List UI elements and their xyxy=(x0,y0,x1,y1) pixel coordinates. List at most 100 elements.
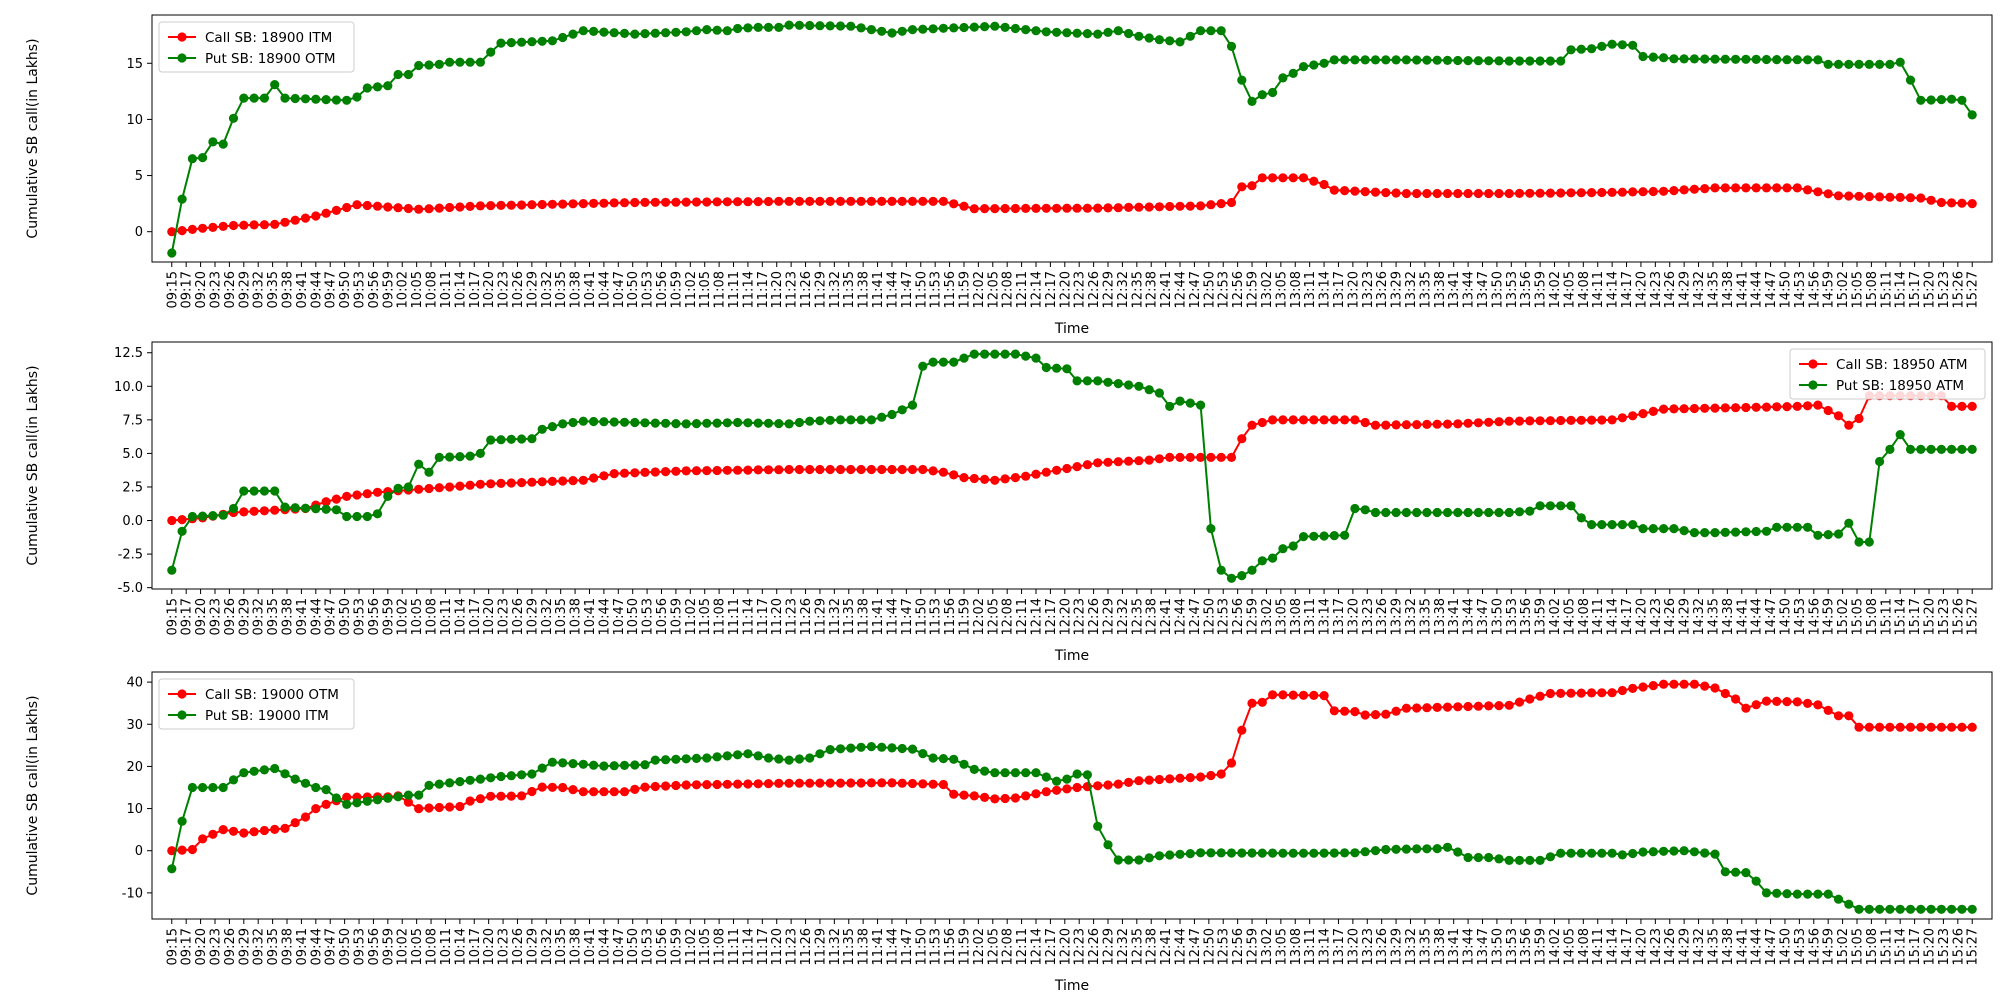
data-point xyxy=(1257,90,1267,100)
x-tick-label: 13:50 xyxy=(1490,598,1505,635)
x-tick-label: 11:44 xyxy=(885,271,900,308)
x-tick-label: 13:29 xyxy=(1390,271,1405,308)
x-tick-label: 11:08 xyxy=(713,271,728,308)
data-point xyxy=(1257,697,1267,707)
data-point xyxy=(763,465,774,475)
y-tick-label: 10 xyxy=(126,113,143,128)
data-point xyxy=(1556,188,1566,198)
data-point xyxy=(1761,526,1772,536)
x-tick-label: 13:32 xyxy=(1404,271,1419,308)
data-point xyxy=(321,504,331,514)
data-point xyxy=(321,785,331,795)
data-point xyxy=(1175,773,1185,783)
data-point xyxy=(362,511,372,522)
data-point xyxy=(1103,377,1113,387)
data-point xyxy=(1463,56,1473,66)
data-point xyxy=(321,799,331,810)
x-tick-label: 10:29 xyxy=(525,598,540,635)
data-point xyxy=(1617,850,1627,860)
x-tick-label: 12:41 xyxy=(1159,598,1174,635)
data-point xyxy=(239,486,249,496)
x-tick-label: 11:29 xyxy=(813,598,828,635)
x-tick-label: 15:08 xyxy=(1865,598,1880,635)
x-tick-label: 11:44 xyxy=(885,598,900,635)
data-point xyxy=(486,47,496,57)
data-point xyxy=(763,22,774,32)
x-tick-label: 11:17 xyxy=(756,271,771,308)
x-tick-label: 15:27 xyxy=(1966,598,1981,635)
x-tick-label: 10:56 xyxy=(655,598,670,635)
x-axis-label: Time xyxy=(1054,648,1089,664)
data-point xyxy=(1700,184,1710,194)
data-point xyxy=(1875,192,1885,202)
x-tick-label: 12:26 xyxy=(1087,598,1102,635)
data-point xyxy=(496,478,506,488)
data-point xyxy=(1792,889,1802,899)
x-tick-label: 14:53 xyxy=(1793,598,1808,635)
data-point xyxy=(1216,848,1226,858)
data-point xyxy=(1165,850,1175,860)
data-point xyxy=(650,781,660,792)
data-point xyxy=(167,227,177,237)
data-point xyxy=(743,779,753,789)
data-point xyxy=(1154,388,1164,398)
data-point xyxy=(1000,793,1010,804)
data-point xyxy=(1916,193,1926,203)
data-point xyxy=(794,417,805,428)
data-point xyxy=(1525,416,1535,426)
data-point xyxy=(1761,888,1772,898)
data-point xyxy=(486,773,496,783)
data-point xyxy=(1175,201,1185,211)
data-point xyxy=(1504,507,1514,518)
x-tick-label: 13:20 xyxy=(1346,598,1361,635)
data-point xyxy=(578,475,588,485)
x-tick-label: 15:11 xyxy=(1879,271,1894,308)
x-tick-label: 12:53 xyxy=(1217,271,1232,308)
data-point xyxy=(1319,848,1329,858)
data-point xyxy=(887,409,897,420)
data-point xyxy=(1916,444,1926,454)
data-point xyxy=(1144,385,1154,395)
x-tick-label: 14:11 xyxy=(1591,598,1606,635)
data-point xyxy=(846,415,856,425)
data-point xyxy=(969,764,979,775)
data-point xyxy=(527,434,537,444)
data-point xyxy=(722,751,732,761)
data-point xyxy=(1844,59,1854,69)
data-point xyxy=(1093,29,1103,39)
y-tick-label: 5 xyxy=(135,169,143,184)
legend-entry: Call SB: 18900 ITM xyxy=(205,30,332,46)
data-point xyxy=(311,94,321,104)
data-point xyxy=(198,223,208,233)
data-point xyxy=(1514,507,1525,517)
x-tick-label: 14:50 xyxy=(1778,928,1793,965)
data-point xyxy=(1967,110,1977,120)
data-point xyxy=(774,778,784,789)
y-tick-label: 30 xyxy=(126,718,143,733)
x-tick-label: 13:08 xyxy=(1289,271,1304,308)
data-point xyxy=(815,749,825,759)
data-point xyxy=(1206,26,1216,36)
data-point xyxy=(877,26,887,36)
x-tick-label: 11:17 xyxy=(756,928,771,965)
data-point xyxy=(1813,400,1823,410)
data-point xyxy=(1597,415,1607,425)
data-point xyxy=(928,779,938,789)
x-tick-label: 12:23 xyxy=(1073,598,1088,635)
x-tick-label: 15:26 xyxy=(1951,928,1966,965)
x-tick-label: 12:32 xyxy=(1116,271,1131,308)
x-tick-label: 11:47 xyxy=(900,598,915,635)
x-tick-label: 15:08 xyxy=(1865,928,1880,965)
data-point xyxy=(1412,55,1422,65)
x-tick-label: 14:41 xyxy=(1735,598,1750,635)
data-point xyxy=(403,797,413,807)
data-point xyxy=(1782,697,1792,707)
x-tick-label: 15:02 xyxy=(1836,271,1851,308)
data-point xyxy=(835,744,846,754)
data-point xyxy=(846,464,856,475)
x-tick-label: 12:59 xyxy=(1246,271,1261,308)
data-point xyxy=(527,200,537,210)
data-point xyxy=(1082,770,1092,780)
